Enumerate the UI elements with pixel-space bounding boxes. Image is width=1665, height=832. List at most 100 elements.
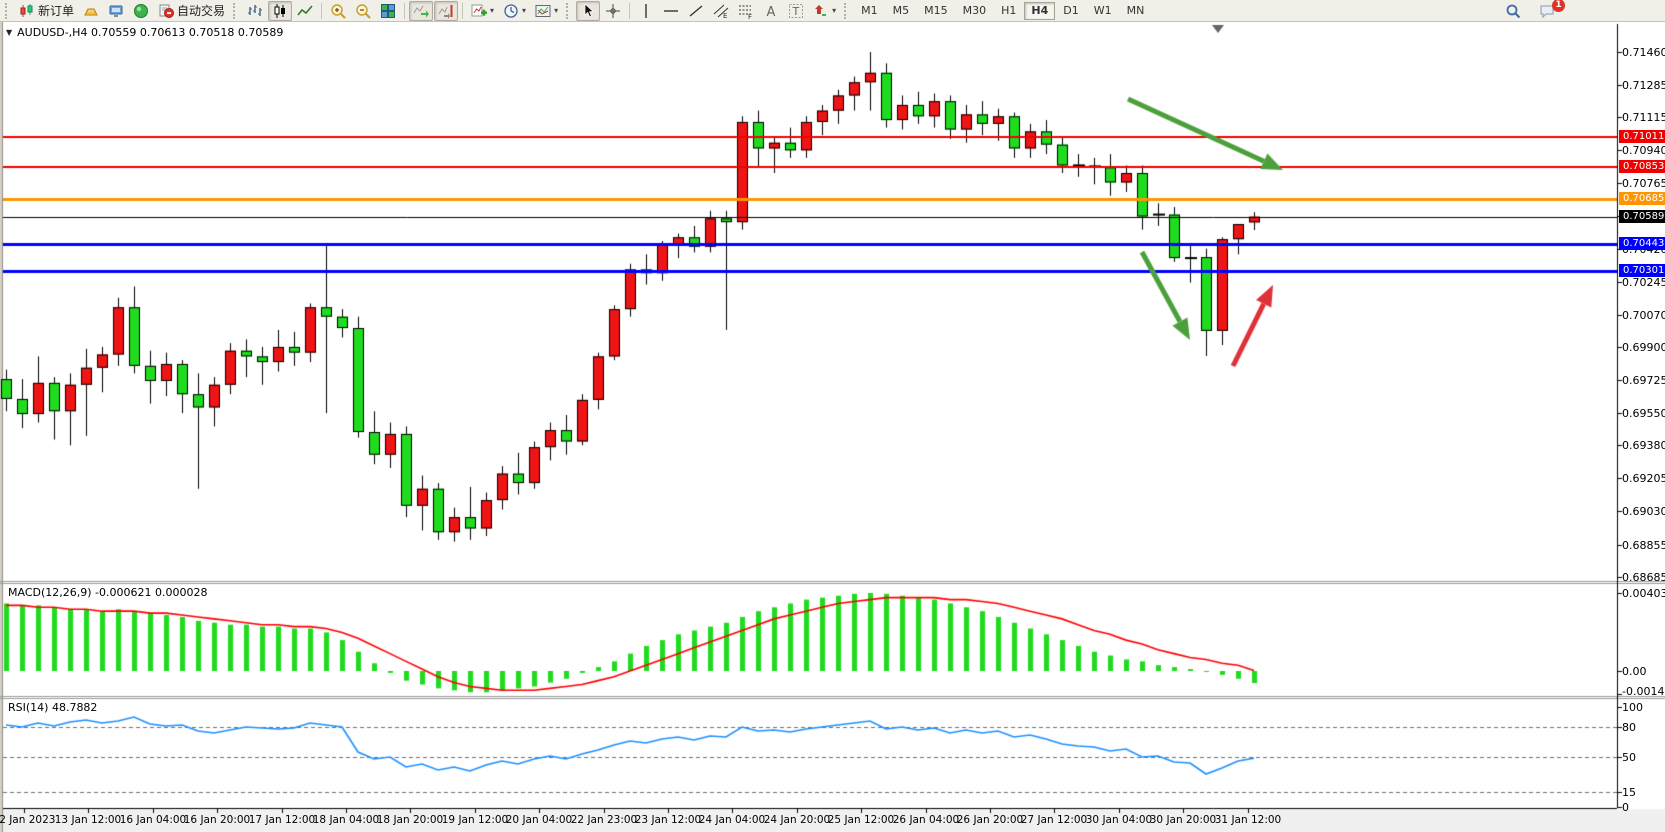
search-button[interactable] — [1501, 1, 1525, 21]
rsi-axis-label: 100 — [1622, 701, 1643, 714]
rsi-axis-label: 80 — [1622, 721, 1636, 734]
time-axis-label: 19 Jan 12:00 — [441, 814, 509, 826]
price-axis-label: 0.71460 — [1622, 46, 1665, 59]
toolbar-grip — [233, 2, 239, 19]
clock-icon — [504, 3, 518, 18]
templates-icon — [535, 4, 551, 17]
price-badge: 0.70685 — [1619, 192, 1665, 205]
collapse-triangle-icon[interactable]: ▼ — [6, 28, 13, 37]
timeframe-h4-button[interactable]: H4 — [1024, 1, 1056, 20]
time-axis-label: 20 Jan 04:00 — [505, 814, 573, 826]
indicators-button[interactable]: ▾ — [467, 1, 498, 21]
periods-button[interactable]: ▾ — [499, 1, 530, 21]
channel-tool-button[interactable]: E — [709, 1, 733, 21]
arrows-dropdown-caret[interactable]: ▾ — [832, 5, 837, 15]
new-order-icon — [20, 3, 33, 17]
new-order-button[interactable]: 新订单 — [15, 1, 78, 21]
text-tool-button[interactable]: A — [759, 1, 783, 21]
timeframe-w1-button[interactable]: W1 — [1093, 4, 1112, 17]
crosshair-icon — [606, 3, 621, 18]
time-axis-label: 18 Jan 04:00 — [312, 814, 380, 826]
toolbar: 新订单 — [0, 0, 1665, 22]
search-icon — [1506, 4, 1521, 18]
trendline-tool-button[interactable] — [684, 1, 708, 21]
timeframe-m1-button[interactable]: M1 — [861, 4, 878, 17]
gold-ingot-button[interactable] — [79, 1, 103, 21]
chart-shift-button[interactable] — [434, 0, 459, 21]
time-axis-label: 17 Jan 12:00 — [248, 814, 316, 826]
time-axis-label: 24 Jan 04:00 — [698, 814, 766, 826]
signals-button[interactable] — [129, 1, 153, 21]
templates-button[interactable]: ▾ — [531, 1, 562, 21]
signals-icon — [134, 3, 149, 18]
line-chart-button[interactable] — [293, 1, 317, 21]
price-axis-label: 0.69030 — [1622, 505, 1665, 518]
rsi-header: RSI(14) 48.7882 — [8, 701, 98, 714]
indicators-dropdown-caret[interactable]: ▾ — [490, 5, 495, 15]
price-axis-label: 0.71285 — [1622, 79, 1665, 92]
price-axis-label: 0.69900 — [1622, 341, 1665, 354]
timeframe-m5-button[interactable]: M5 — [892, 4, 910, 17]
time-axis-label: 31 Jan 12:00 — [1214, 814, 1282, 826]
svg-text:F: F — [748, 13, 752, 19]
toolbar-separator — [321, 2, 323, 19]
macd-axis-label: 0.004039 — [1622, 587, 1665, 600]
fibonacci-icon: F — [739, 5, 752, 19]
tile-windows-icon — [381, 3, 396, 18]
price-axis-label: 0.70245 — [1622, 276, 1665, 289]
time-axis-label: 23 Jan 12:00 — [634, 814, 702, 826]
macd-axis-label: 0.00 — [1622, 665, 1647, 678]
horizontal-line-tool-button[interactable] — [659, 1, 683, 21]
time-axis-label: 30 Jan 20:00 — [1149, 814, 1217, 826]
templates-dropdown-caret[interactable]: ▾ — [554, 5, 559, 15]
periods-dropdown-caret[interactable]: ▾ — [522, 5, 527, 15]
zoom-out-icon — [356, 3, 371, 19]
horizontal-line-icon — [664, 9, 679, 12]
zoom-in-icon — [331, 3, 346, 19]
time-axis-label: 22 Jan 23:00 — [570, 814, 638, 826]
zoom-out-button[interactable] — [351, 1, 375, 21]
remote-screens-button[interactable] — [104, 1, 128, 21]
chart-canvas[interactable] — [0, 22, 1665, 832]
fibonacci-tool-button[interactable]: F — [734, 1, 758, 21]
time-axis-label: 30 Jan 04:00 — [1085, 814, 1153, 826]
timeframe-mn-button[interactable]: MN — [1126, 4, 1145, 17]
cursor-button[interactable] — [576, 0, 601, 21]
timeframe-m30-button[interactable]: M30 — [962, 4, 987, 17]
price-badge: 0.70589 — [1619, 210, 1665, 223]
notifications-button[interactable]: 1 — [1535, 0, 1565, 21]
chart-title: ▼ AUDUSD-,H4 0.70559 0.70613 0.70518 0.70… — [6, 26, 283, 39]
rsi-axis-label: 0 — [1622, 801, 1629, 814]
tile-windows-button[interactable] — [376, 1, 400, 21]
price-badge: 0.70853 — [1619, 160, 1665, 173]
remote-screens-icon — [109, 5, 123, 17]
auto-scroll-icon — [413, 5, 430, 17]
trendline-icon — [689, 4, 703, 17]
timeframe-h1-button[interactable]: H1 — [1001, 4, 1017, 17]
vertical-line-tool-button[interactable] — [634, 1, 658, 21]
text-label-tool-button[interactable]: T — [784, 1, 808, 21]
candlestick-chart-button[interactable] — [268, 0, 293, 21]
bar-chart-button[interactable] — [243, 1, 267, 21]
price-axis-label: 0.68855 — [1622, 539, 1665, 552]
price-axis-label: 0.69205 — [1622, 472, 1665, 485]
price-axis-label: 0.69550 — [1622, 407, 1665, 420]
equidistant-channel-icon: E — [713, 4, 729, 19]
timeframe-d1-button[interactable]: D1 — [1063, 4, 1079, 17]
gold-ingot-icon — [84, 8, 98, 15]
candlestick-chart-icon — [274, 3, 286, 18]
arrows-tool-button[interactable]: ▾ — [809, 1, 840, 21]
zoom-in-button[interactable] — [326, 1, 350, 21]
toolbar-grip — [566, 2, 572, 19]
arrow-shapes-icon — [815, 4, 827, 16]
timeframe-m15-button[interactable]: M15 — [924, 4, 948, 17]
time-axis-label: 12 Jan 2023 — [0, 814, 56, 826]
cursor-icon — [584, 2, 594, 17]
autotrading-button[interactable]: 自动交易 — [154, 1, 229, 21]
bar-chart-icon — [248, 4, 263, 16]
time-axis-label: 26 Jan 20:00 — [956, 814, 1024, 826]
text-tool-icon: A — [767, 5, 776, 19]
crosshair-button[interactable] — [601, 1, 625, 21]
auto-scroll-button[interactable] — [409, 0, 434, 21]
toolbar-separator — [404, 2, 406, 19]
